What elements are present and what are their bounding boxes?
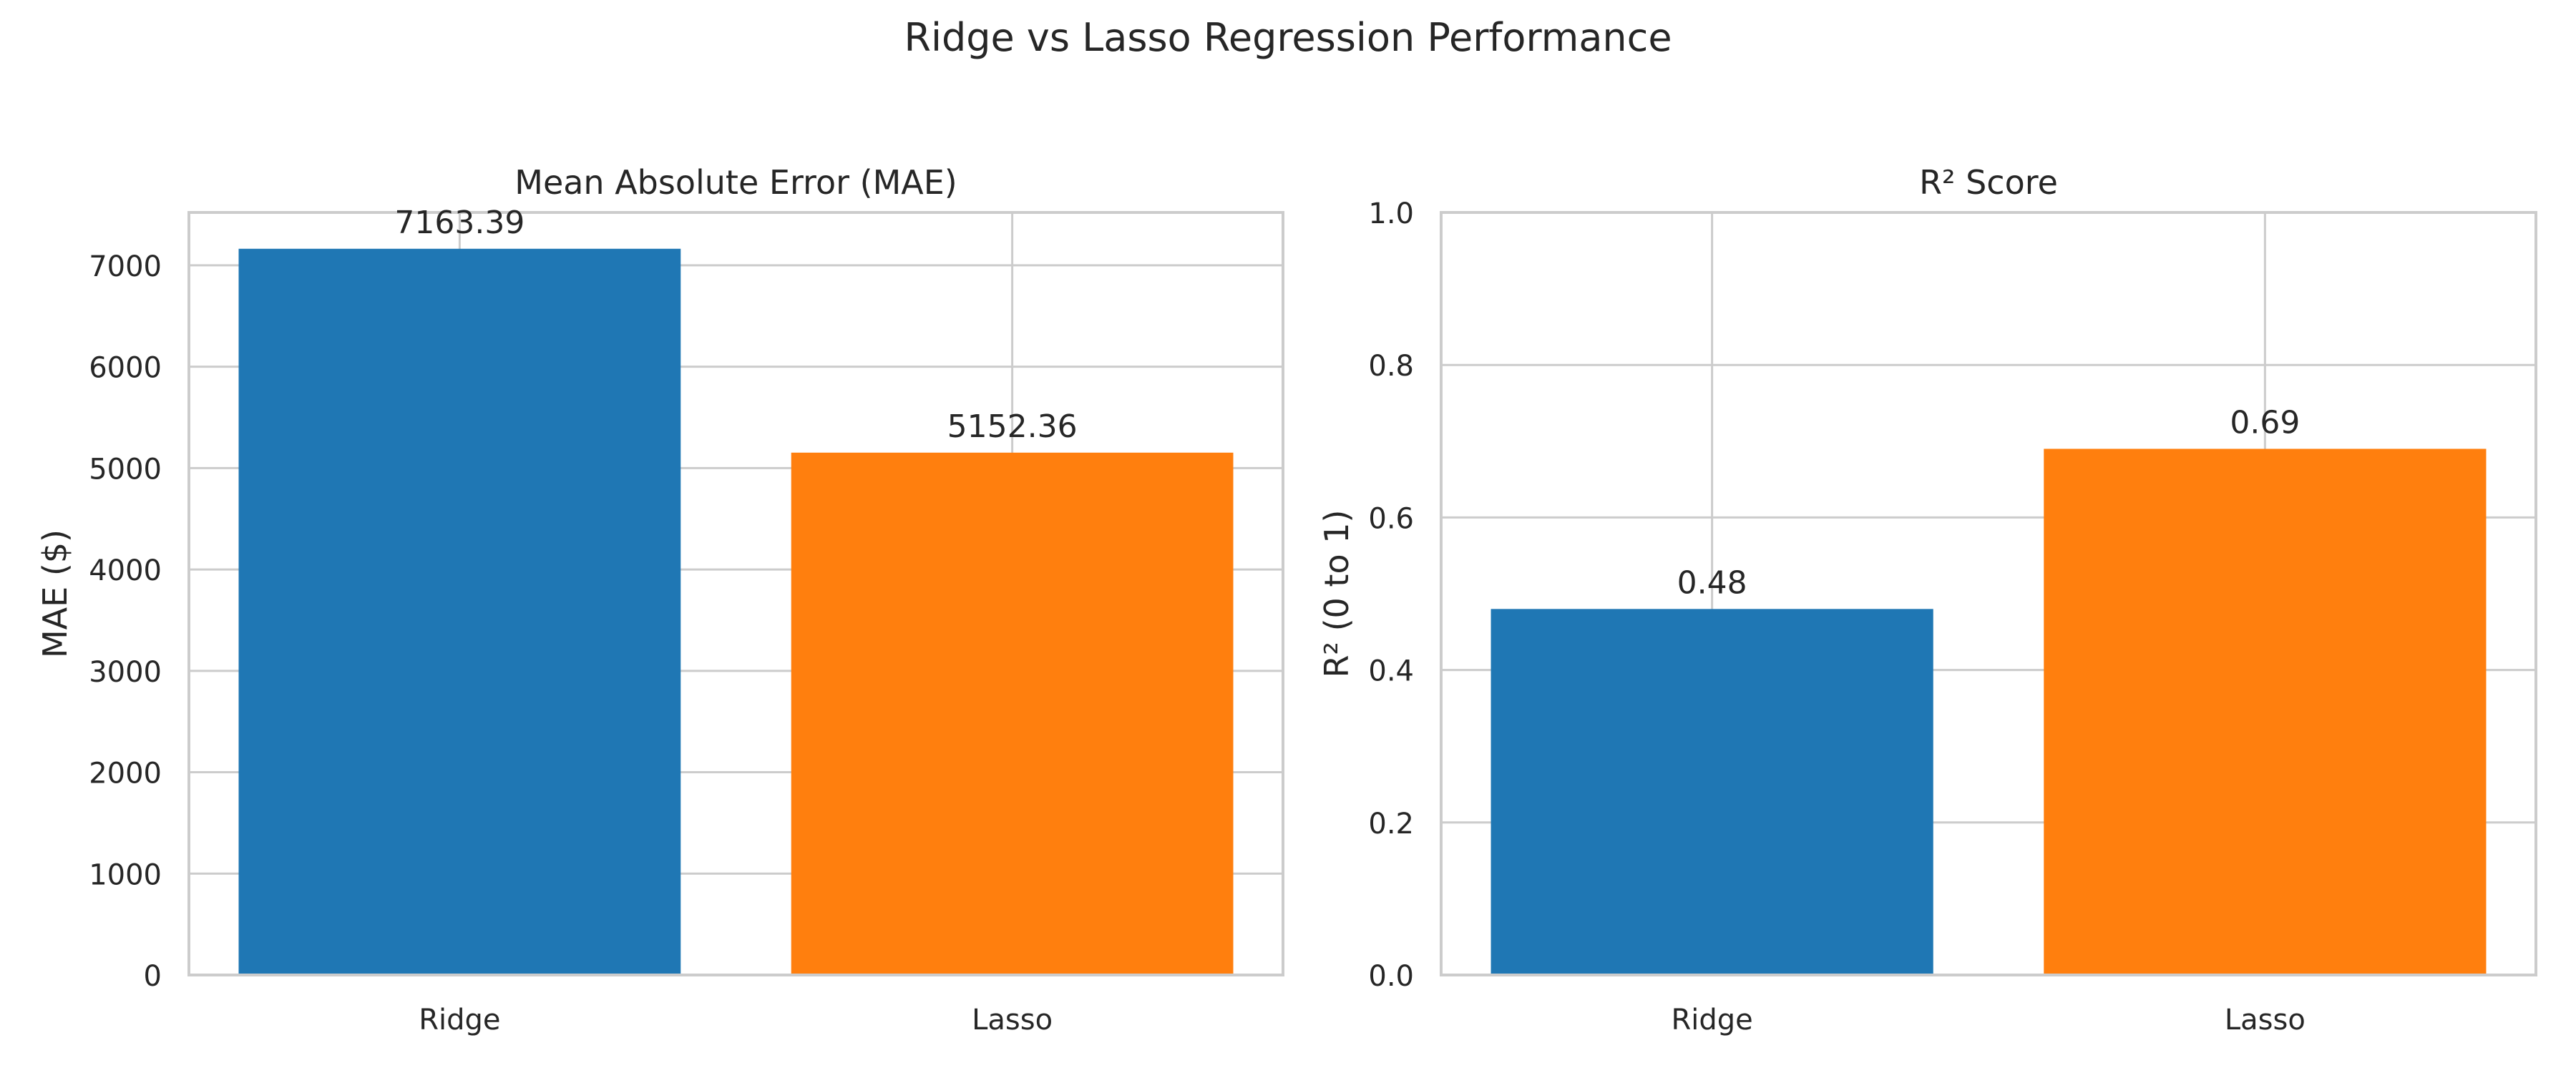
y-axis-label: R² (0 to 1) — [1317, 510, 1356, 678]
axes-frame — [1440, 211, 2537, 976]
x-tick-label: Ridge — [419, 1004, 500, 1037]
x-tick-label: Ridge — [1671, 1004, 1752, 1037]
x-tick-label: Lasso — [972, 1004, 1053, 1037]
value-label: 0.48 — [1677, 564, 1747, 601]
y-tick-label: 5000 — [89, 453, 162, 486]
chart-panel-1: 7163.39 5152.36 0 1000 2000 3000 4000 5000 6000 7… — [36, 163, 1284, 1037]
y-tick-label: 6000 — [89, 352, 162, 385]
y-tick-label: 7000 — [89, 250, 162, 283]
bar-lasso — [791, 452, 1234, 975]
y-tick-label: 4000 — [89, 554, 162, 587]
y-axis-label: MAE ($) — [36, 529, 74, 658]
y-tick-label: 3000 — [89, 656, 162, 689]
y-tick-label: 0.2 — [1368, 808, 1414, 841]
y-tick-label: 0.8 — [1368, 350, 1414, 383]
chart-title: Mean Absolute Error (MAE) — [514, 163, 957, 202]
y-tick-label: 1000 — [89, 858, 162, 891]
axes-frame — [187, 211, 1284, 976]
value-label: 7163.39 — [394, 205, 525, 241]
bar-lasso — [2044, 449, 2487, 975]
bar-ridge — [238, 248, 681, 975]
x-tick-label: Lasso — [2225, 1004, 2306, 1037]
y-tick-label: 0.6 — [1368, 502, 1414, 535]
chart-title: R² Score — [1919, 163, 2058, 202]
chart-panel-2: 0.48 0.69 0.0 0.2 0.4 0.6 0.8 1.0 Ridge Lasso R² S… — [1317, 163, 2537, 1037]
y-tick-label: 0.0 — [1368, 960, 1414, 993]
figure-title: Ridge vs Lasso Regression Performance — [904, 15, 1672, 60]
value-label: 0.69 — [2230, 404, 2300, 441]
y-tick-label: 1.0 — [1368, 197, 1414, 230]
value-label: 5152.36 — [947, 408, 1078, 445]
bar-ridge — [1491, 609, 1933, 975]
y-tick-label: 0.4 — [1368, 655, 1414, 688]
y-tick-label: 0 — [144, 960, 162, 993]
y-tick-label: 2000 — [89, 758, 162, 790]
